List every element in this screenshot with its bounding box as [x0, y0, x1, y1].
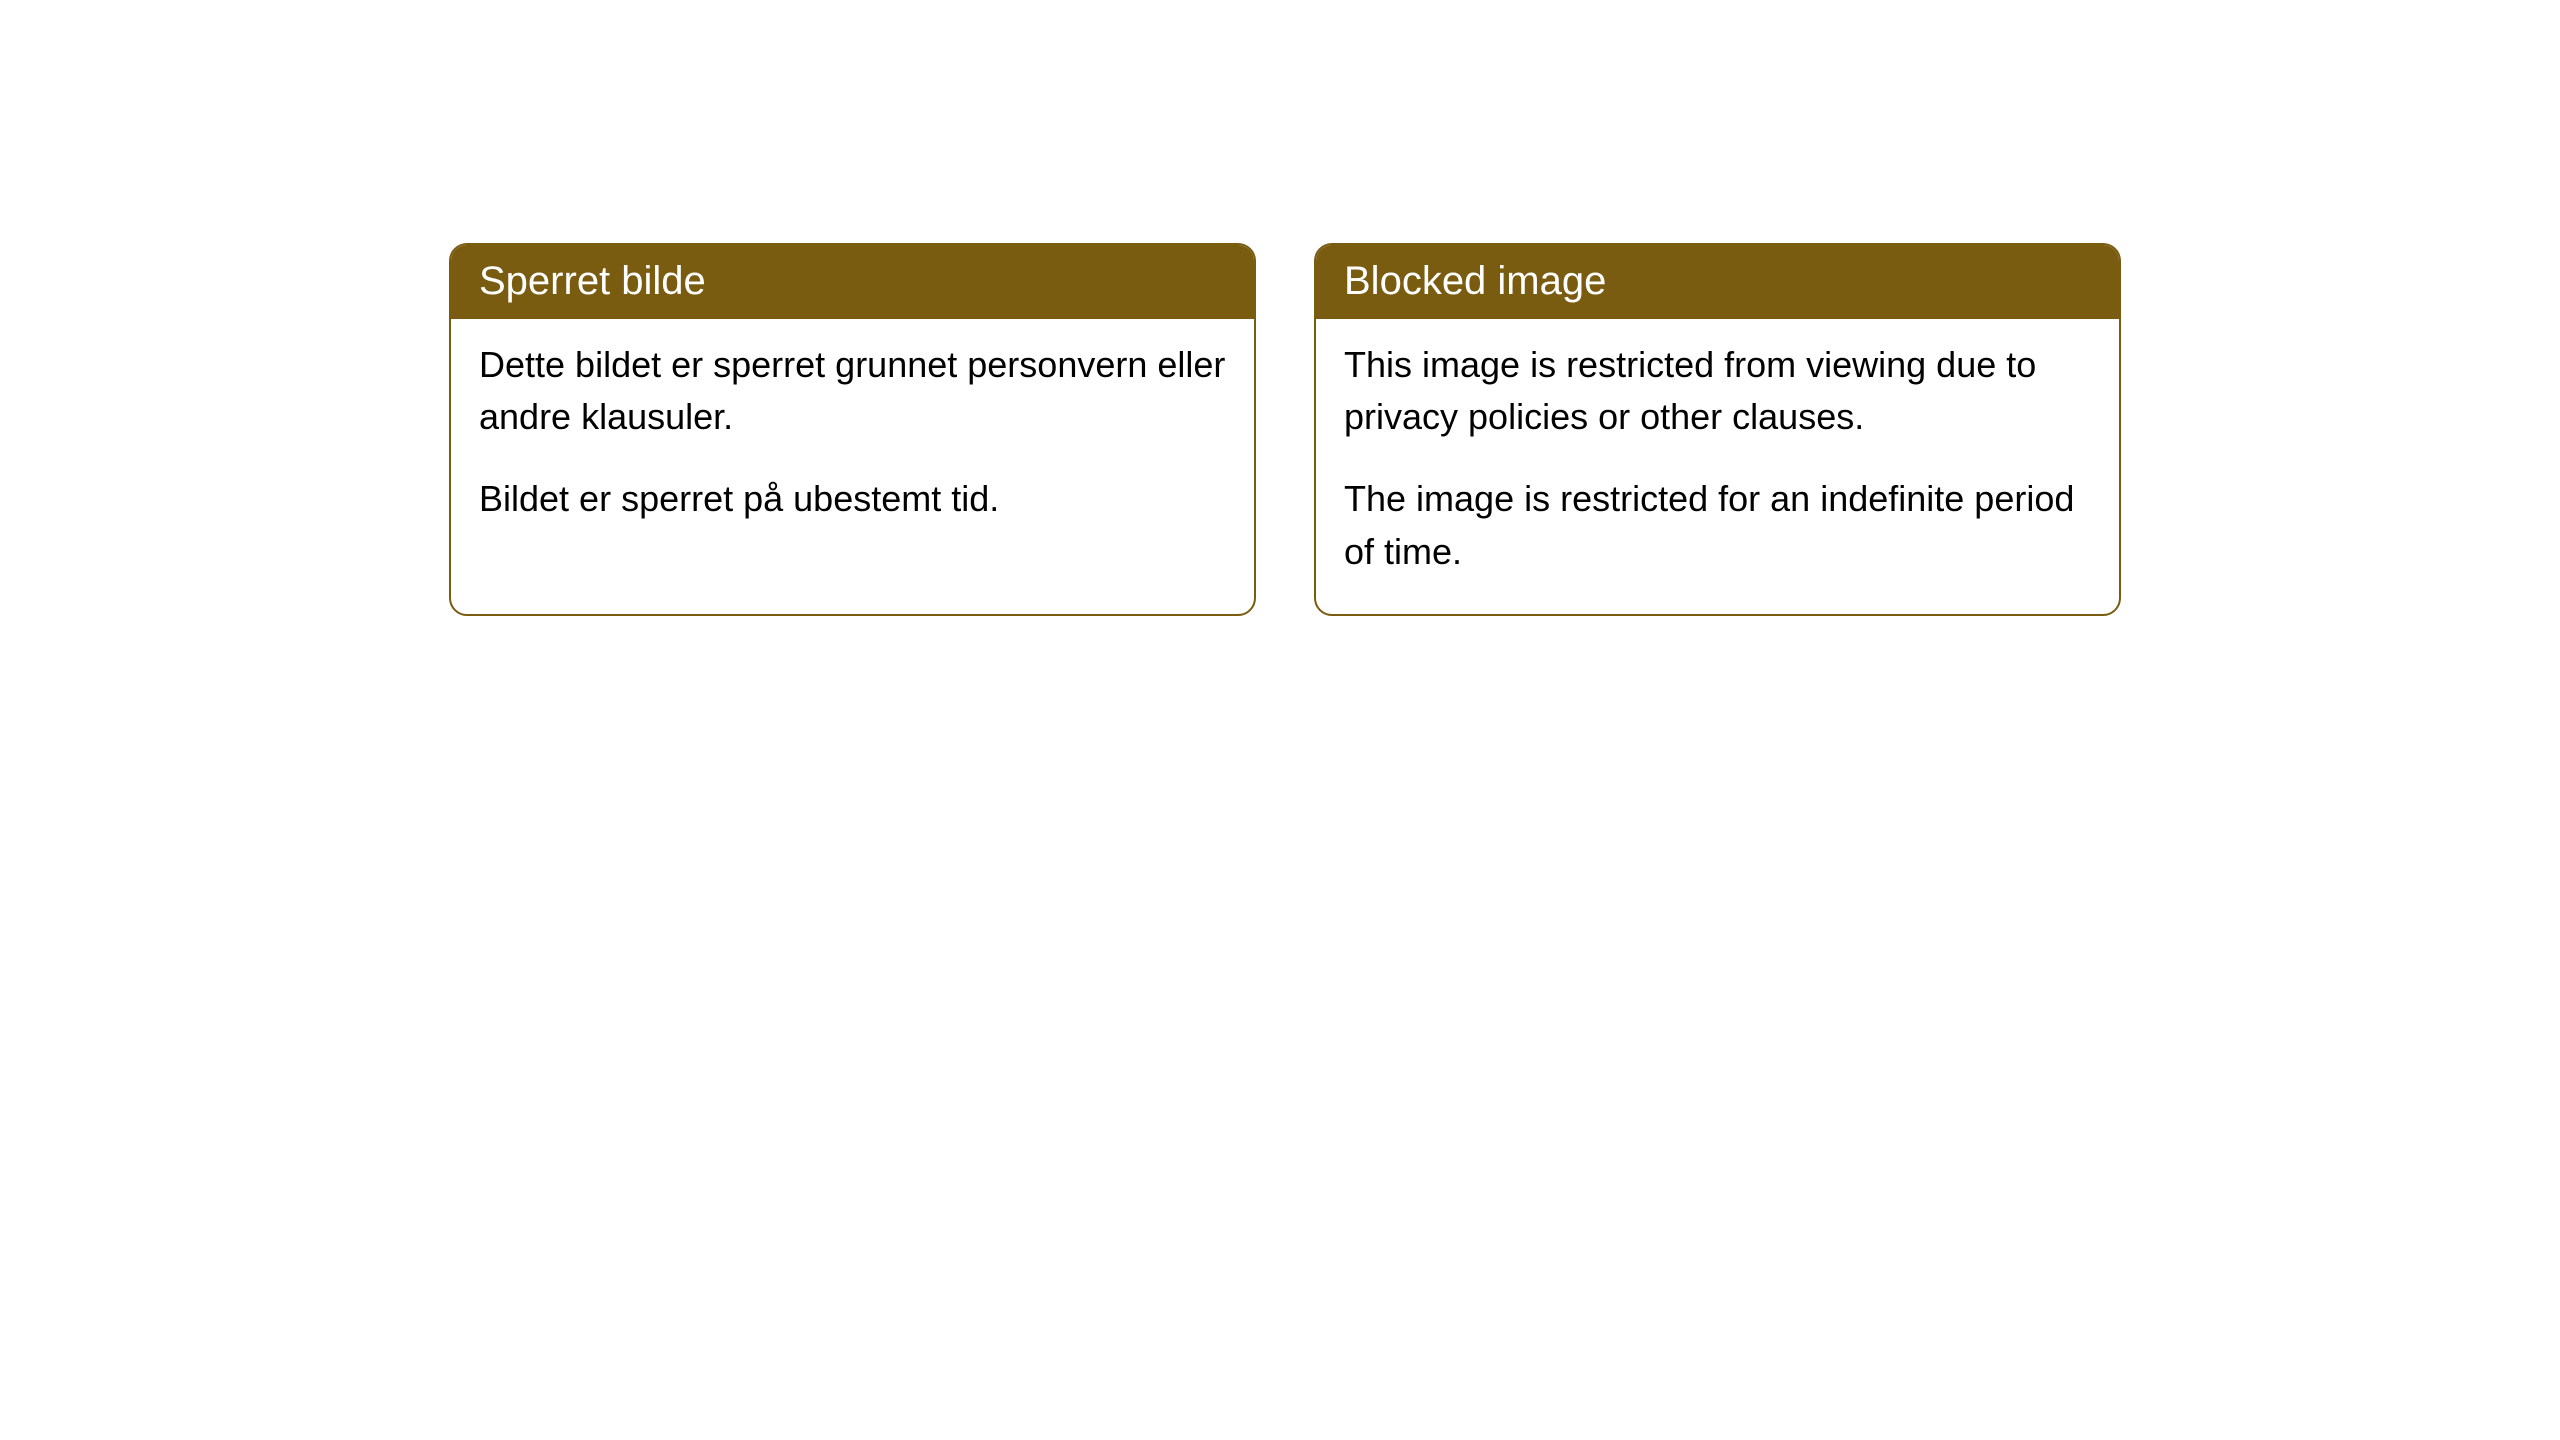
card-title: Blocked image: [1316, 245, 2119, 319]
card-body: Dette bildet er sperret grunnet personve…: [451, 319, 1254, 562]
notice-cards-container: Sperret bilde Dette bildet er sperret gr…: [449, 243, 2560, 616]
card-text-duration: Bildet er sperret på ubestemt tid.: [479, 473, 1226, 525]
blocked-image-card-norwegian: Sperret bilde Dette bildet er sperret gr…: [449, 243, 1256, 616]
card-text-reason: This image is restricted from viewing du…: [1344, 339, 2091, 443]
card-body: This image is restricted from viewing du…: [1316, 319, 2119, 614]
blocked-image-card-english: Blocked image This image is restricted f…: [1314, 243, 2121, 616]
card-text-duration: The image is restricted for an indefinit…: [1344, 473, 2091, 577]
card-text-reason: Dette bildet er sperret grunnet personve…: [479, 339, 1226, 443]
card-title: Sperret bilde: [451, 245, 1254, 319]
